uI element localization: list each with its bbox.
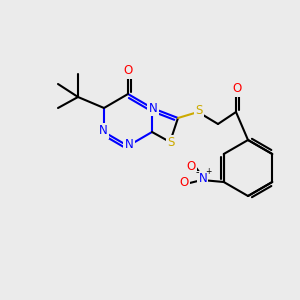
- Text: O: O: [179, 176, 188, 190]
- Text: N: N: [198, 172, 207, 185]
- Text: S: S: [167, 136, 175, 149]
- Text: +: +: [206, 167, 212, 176]
- Text: -: -: [196, 167, 200, 177]
- Text: N: N: [148, 101, 158, 115]
- Text: N: N: [124, 139, 134, 152]
- Text: O: O: [186, 160, 195, 173]
- Text: O: O: [123, 64, 133, 77]
- Text: O: O: [232, 82, 242, 95]
- Text: N: N: [99, 124, 107, 137]
- Text: S: S: [195, 104, 203, 118]
